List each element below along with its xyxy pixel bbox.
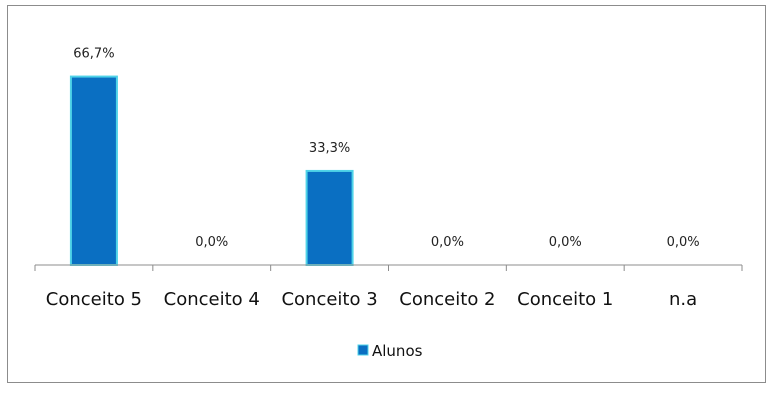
chart-frame	[7, 5, 766, 383]
bar-conceito-5	[69, 75, 118, 267]
data-labels-group: 66,7% 0,0% 33,3% 0,0% 0,0% 0,0%	[73, 47, 699, 250]
tick-label-conceito-2: Conceito 2	[399, 289, 495, 310]
data-label-conceito-2: 0,0%	[431, 235, 464, 250]
data-label-n-a: 0,0%	[667, 235, 700, 250]
tick-label-n-a: n.a	[669, 289, 697, 310]
bars-group	[69, 75, 354, 267]
data-label-conceito-1: 0,0%	[549, 235, 582, 250]
legend-swatch-alunos	[357, 344, 369, 356]
legend-label-alunos: Alunos	[372, 342, 423, 360]
data-label-conceito-5: 66,7%	[73, 47, 114, 62]
tick-label-conceito-4: Conceito 4	[164, 289, 260, 310]
tick-label-conceito-1: Conceito 1	[517, 289, 613, 310]
legend: Alunos	[357, 342, 423, 360]
tick-label-conceito-5: Conceito 5	[46, 289, 142, 310]
x-axis-ticks	[34, 265, 743, 271]
bar-conceito-3	[305, 169, 354, 267]
data-label-conceito-4: 0,0%	[195, 235, 228, 250]
x-axis-tick-labels: Conceito 5 Conceito 4 Conceito 3 Conceito 2…	[46, 289, 697, 310]
data-label-conceito-3: 33,3%	[309, 141, 350, 156]
tick-label-conceito-3: Conceito 3	[281, 289, 377, 310]
